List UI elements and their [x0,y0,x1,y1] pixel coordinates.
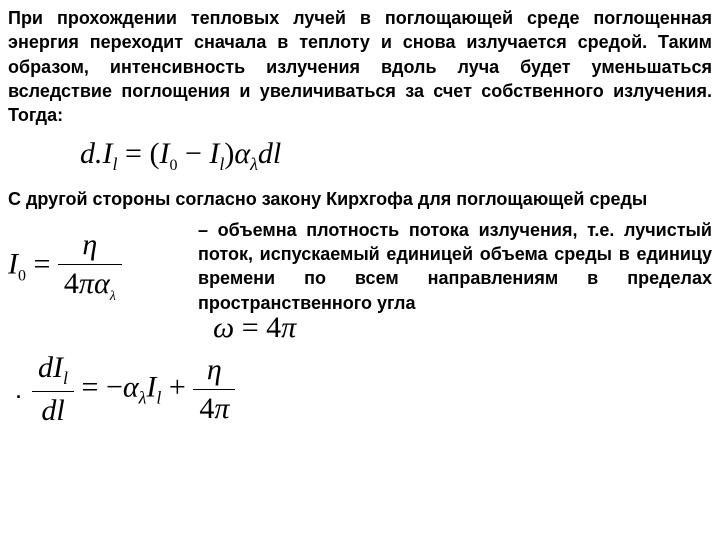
eq4-four: 4 [199,392,214,425]
eq4-l2: l [156,387,161,407]
eq2-four: 4 [64,267,79,300]
eq1-open: ( [149,137,159,170]
eq2-eq: = [26,247,58,280]
eq4-eq: = [82,370,106,403]
equation-final: dIl dl = −αλIl + η 4π [32,351,712,428]
eq2-zero: 0 [18,267,26,284]
equation-dIl: d.Il = (I0 − Il)αλdl [80,137,712,175]
eq1-alpha-sub: λ [250,154,258,174]
eq1-I: I [103,137,113,170]
eq1-I0: I [159,137,169,170]
eq1-d: d. [80,137,103,170]
eq1-alpha: α [234,137,250,170]
eq3-four: 4 [266,311,281,344]
eq2-fraction: η 4παλ [58,228,122,305]
eq1-Il: I [209,137,219,170]
eq2-eta: η [82,228,97,261]
eq2-pi: π [79,267,94,300]
eq2-alpha: α [94,267,110,300]
paragraph-eta-def: – объемна плотность потока излучения, т.… [188,218,712,315]
eq4-eta: η [207,353,222,386]
eq4-alpha: α [123,370,139,403]
final-row: · dIl dl = −αλIl + η 4π [8,351,712,428]
eq3-pi: π [281,311,296,344]
eq3-eq: = [234,311,266,344]
equation-I0: I0 = η 4παλ [8,228,188,305]
equation-omega: ω = 4π [213,311,712,345]
eq1-close: ) [224,137,234,170]
eq3-omega: ω [213,311,234,344]
document-page: При прохождении тепловых лучей в поглоща… [0,0,720,434]
eq1-minus: − [177,137,209,170]
eq4-frac-left: dIl dl [32,351,74,428]
eq1-dl: dl [258,137,281,170]
eq4-dI: dI [38,351,63,384]
paragraph-kirchhoff: С другой стороны согласно закону Кирхгоф… [8,187,712,211]
eq4-l1: l [63,368,68,388]
paragraph-intro: При прохождении тепловых лучей в поглоща… [8,6,712,127]
eq1-equals: = [125,137,149,170]
eq2-I: I [8,247,18,280]
eq4-minus: − [106,370,123,403]
eq4-frac-right: η 4π [193,353,235,426]
bullet-dot: · [16,387,22,408]
eq1-sub-l: l [113,154,118,174]
eq4-plus: + [169,370,193,403]
row-I0-definition: I0 = η 4παλ – объемна плотность потока и… [8,218,712,315]
eq2-alpha-sub: λ [110,289,116,304]
eq4-I: I [146,370,156,403]
eq4-pi: π [214,392,229,425]
eq4-dl: dl [41,394,64,427]
